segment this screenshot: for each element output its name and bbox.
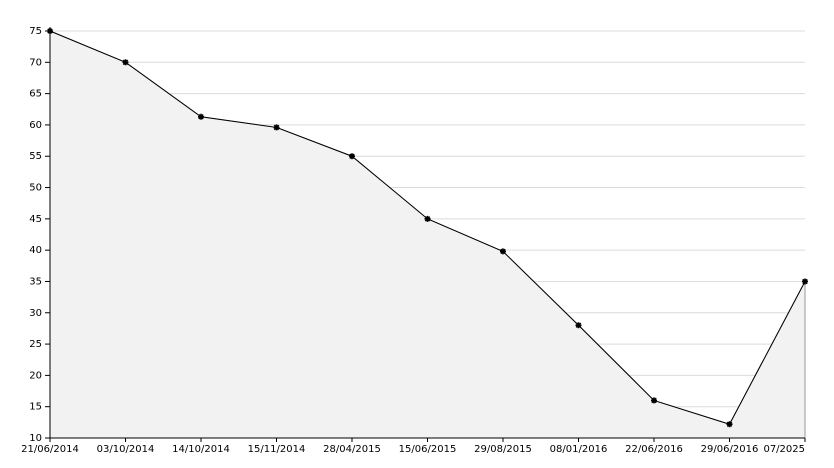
marker: [198, 113, 204, 120]
y-tick-label: 65: [29, 89, 42, 100]
x-tick-label: 03/10/2014: [97, 444, 155, 455]
x-tick-label: 28/04/2015: [323, 444, 381, 455]
marker: [349, 153, 355, 160]
y-tick-label: 40: [29, 245, 42, 256]
y-tick-label: 55: [29, 151, 42, 162]
marker: [500, 248, 506, 255]
marker: [802, 278, 808, 285]
marker: [273, 124, 280, 131]
y-tick-label: 50: [29, 183, 42, 194]
x-tick-label: 29/08/2015: [474, 444, 532, 455]
area: [49, 30, 806, 439]
y-tick-label: 35: [29, 276, 42, 287]
x-tick-label: 29/06/2016: [701, 444, 759, 455]
x-tick-label: 22/06/2016: [625, 444, 683, 455]
y-tick-label: 60: [29, 120, 42, 131]
marker: [122, 59, 129, 66]
marker: [651, 397, 657, 404]
marker: [575, 322, 582, 329]
marker: [726, 421, 733, 428]
y-tick-label: 30: [29, 308, 42, 319]
y-tick-label: 10: [29, 433, 42, 444]
x-tick-label: 15/06/2015: [399, 444, 457, 455]
x-tick-label: 08/01/2016: [550, 444, 608, 455]
x-tick-label: 14/10/2014: [172, 444, 230, 455]
y-tick-label: 20: [29, 370, 42, 381]
y-tick-label: 15: [29, 402, 42, 413]
y-tick-label: 75: [29, 26, 42, 37]
y-tick-label: 70: [29, 57, 42, 68]
y-tick-label: 45: [29, 214, 42, 225]
y-tick-label: 25: [29, 339, 42, 350]
x-tick-label: 15/11/2014: [248, 444, 306, 455]
x-tick-label: 21/06/2014: [21, 444, 79, 455]
x-tick-label: 07/2025: [763, 444, 805, 455]
marker: [424, 215, 431, 222]
